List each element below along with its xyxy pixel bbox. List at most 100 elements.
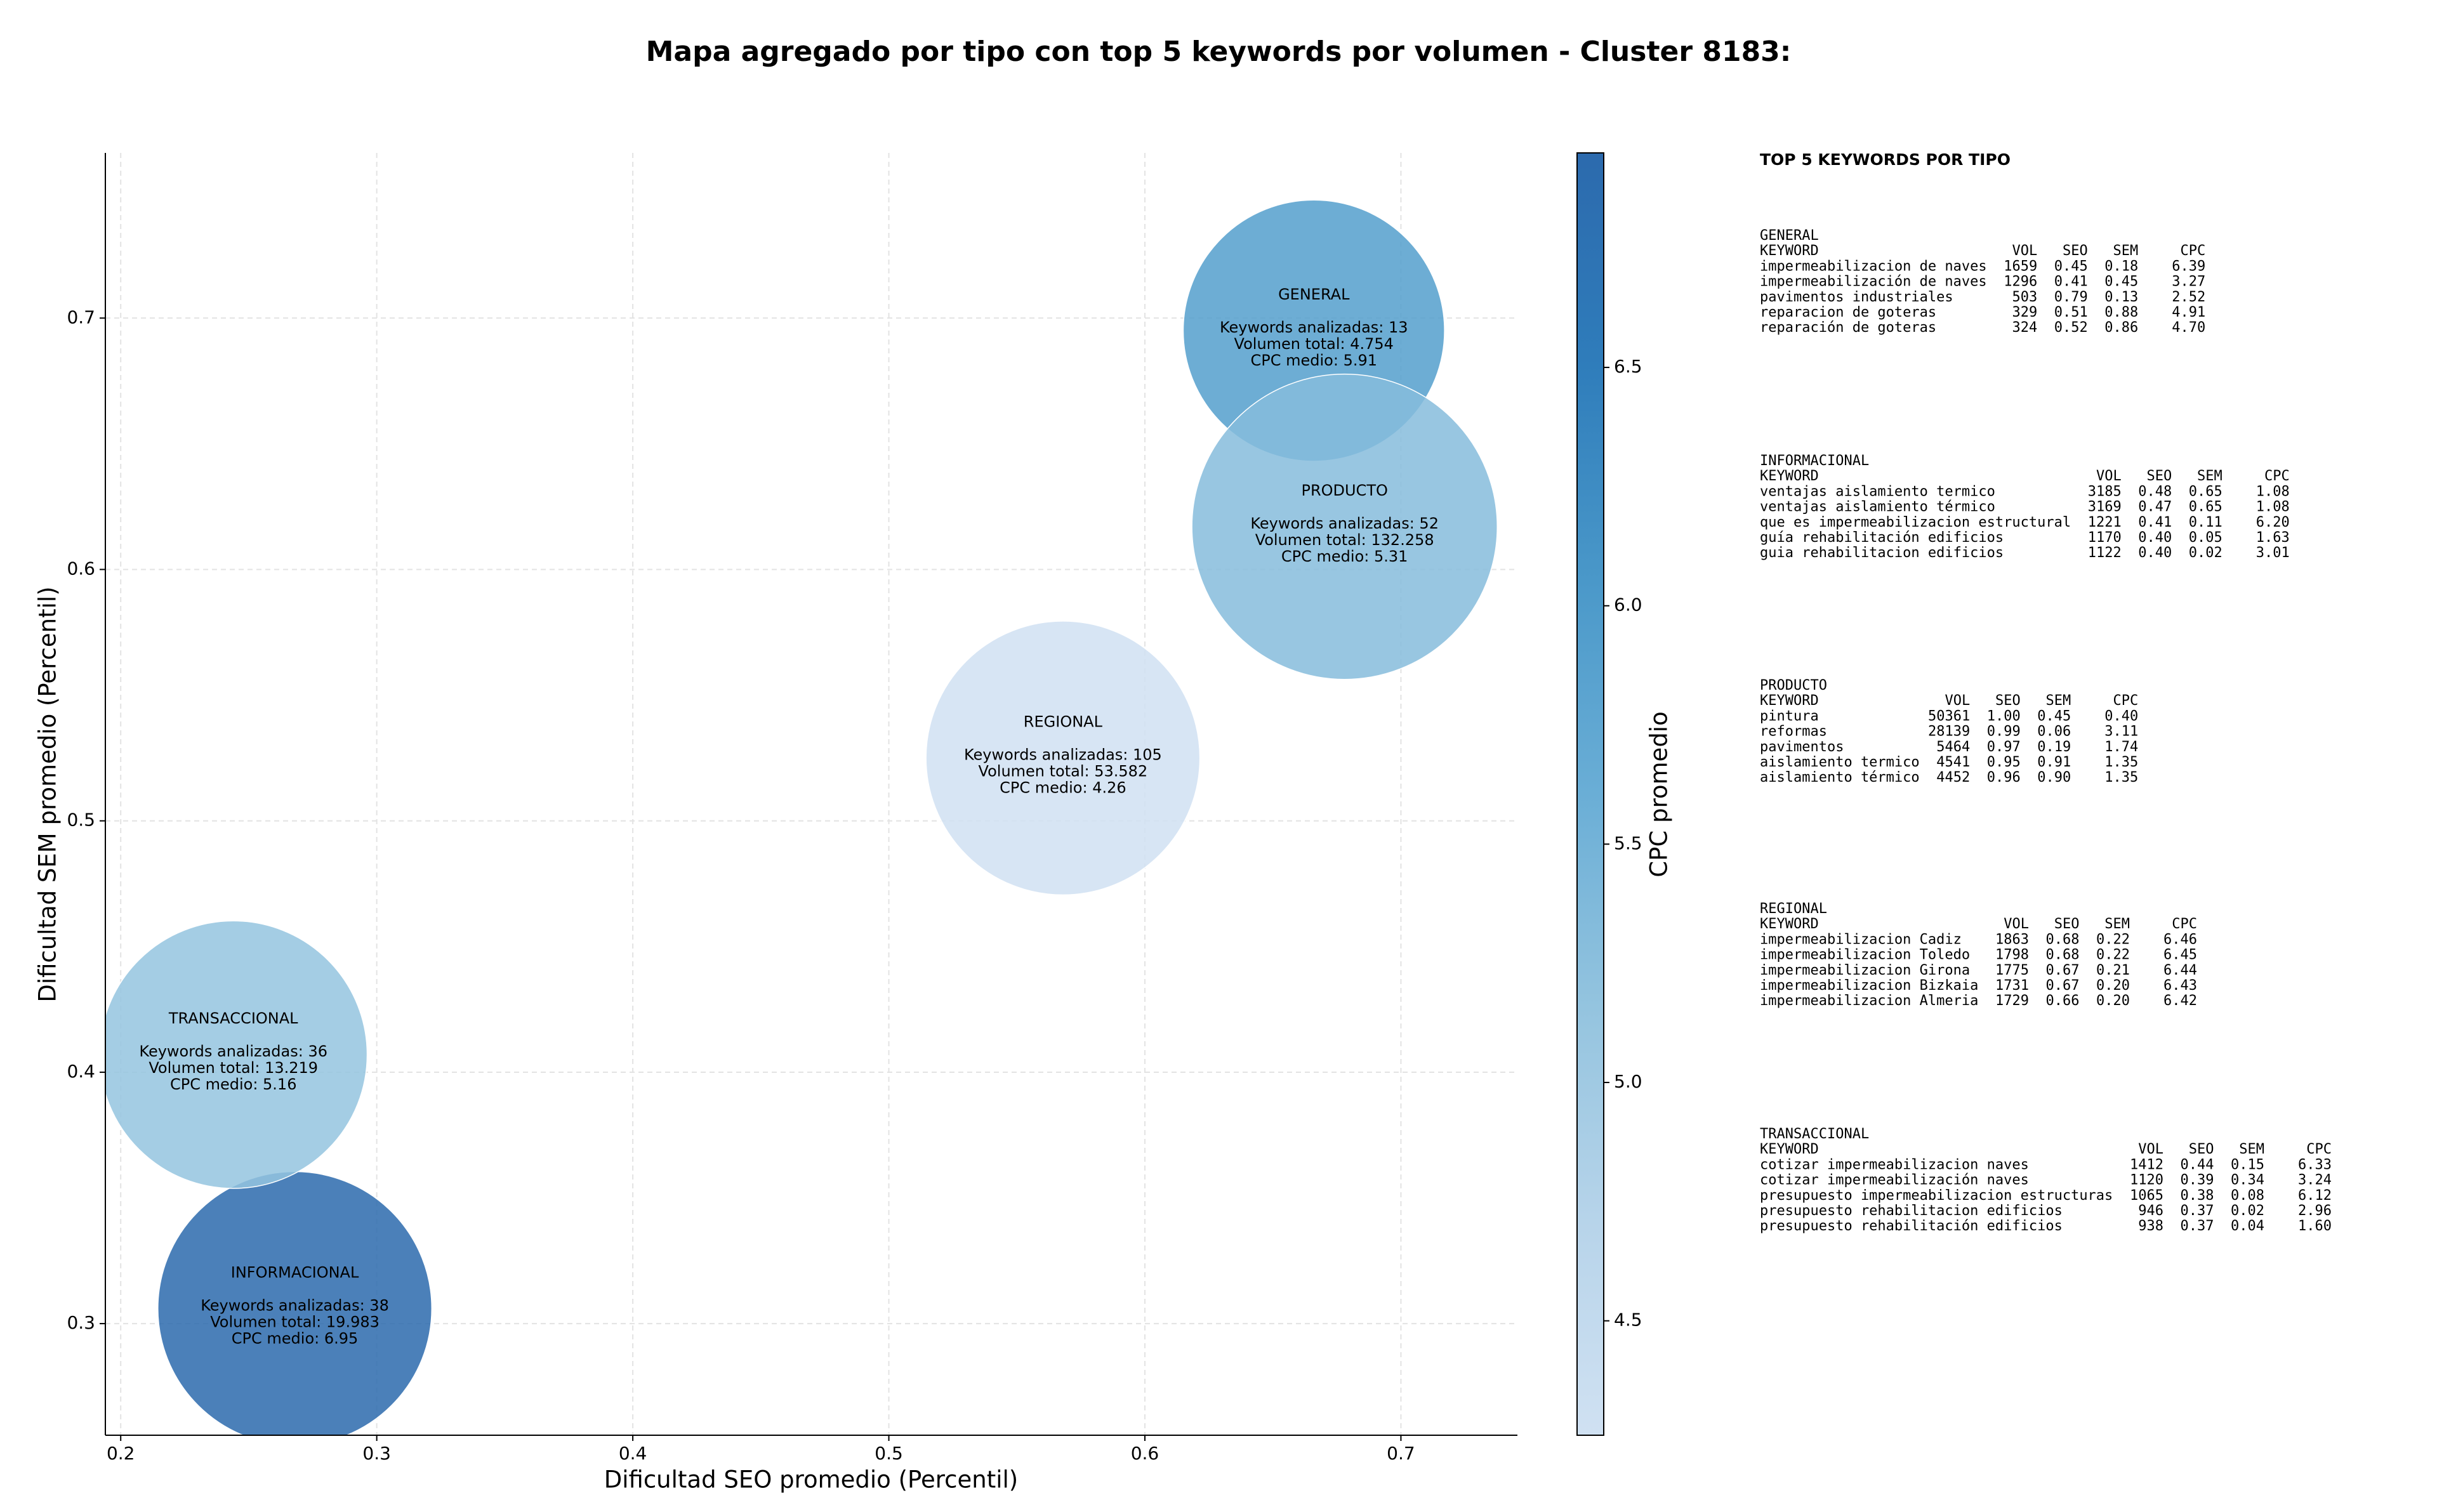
panel-title: TOP 5 KEYWORDS POR TIPO (1760, 150, 2011, 169)
keyword-metric: 0.41 (2138, 515, 2172, 530)
column-header: SEO (2189, 1141, 2214, 1157)
keyword-metric: 1412 (2130, 1157, 2163, 1173)
keyword-metric: 0.18 (2104, 258, 2138, 274)
bubble-annotation: Keywords analizadas: 36 (139, 1042, 327, 1060)
x-tick-label: 0.4 (619, 1443, 647, 1464)
bubble (105, 920, 368, 1189)
keyword: ventajas aislamiento térmico (1760, 499, 1995, 515)
keyword: impermeabilizacion Cadiz (1760, 931, 1962, 947)
column-header: KEYWORD (1760, 916, 1819, 932)
keyword: impermeabilizacion Almeria (1760, 993, 1978, 1009)
y-tick-label: 0.4 (67, 1061, 95, 1082)
bubble-label: REGIONAL (1024, 713, 1103, 731)
bubble-annotation: Volumen total: 13.219 (149, 1059, 318, 1077)
keyword-metric: 0.86 (2104, 320, 2138, 336)
keyword: pintura (1760, 708, 1819, 724)
keyword-metric: 0.06 (2037, 724, 2071, 740)
keyword-metric: 0.20 (2096, 978, 2130, 994)
keyword-metric: 0.37 (2181, 1203, 2214, 1219)
keyword-metric: 324 (2012, 320, 2038, 336)
keyword-metric: 0.66 (2046, 993, 2080, 1009)
bubble-annotation: Volumen total: 4.754 (1234, 335, 1394, 353)
chart-title: Mapa agregado por tipo con top 5 keyword… (646, 36, 1792, 68)
keyword-metric: 3.11 (2104, 724, 2138, 740)
keyword-metric: 28139 (1928, 724, 1970, 740)
column-header: SEO (2054, 916, 2080, 932)
column-header: SEM (2197, 468, 2222, 484)
keyword: cotizar impermeabilización naves (1760, 1173, 2029, 1188)
keyword-metric: 3.27 (2172, 274, 2205, 290)
colorbar-label: CPC promedio (1646, 711, 1673, 877)
column-header: KEYWORD (1760, 468, 1819, 484)
colorbar (1576, 152, 1604, 1436)
keyword-metric: 0.08 (2231, 1188, 2264, 1204)
keyword-metric: 0.40 (2138, 545, 2172, 561)
keyword-metric: 1296 (2004, 274, 2037, 290)
column-header: VOL (2096, 468, 2122, 484)
colorbar-tick-label: 5.0 (1614, 1071, 1642, 1092)
keyword-metric: 1065 (2130, 1188, 2163, 1204)
keyword-metric: 0.67 (2046, 963, 2080, 978)
column-header: CPC (2181, 243, 2206, 259)
keyword-metric: 0.13 (2104, 289, 2138, 305)
bubble-annotation: CPC medio: 5.91 (1251, 352, 1378, 369)
keyword-metric: 0.65 (2189, 499, 2222, 515)
column-header: KEYWORD (1760, 1141, 1819, 1157)
keyword-metric: 1775 (1995, 963, 2029, 978)
keyword-metric: 6.46 (2163, 931, 2197, 947)
keyword: cotizar impermeabilizacion naves (1760, 1157, 2029, 1173)
keyword: presupuesto impermeabilizacion estructur… (1760, 1188, 2113, 1204)
keyword-metric: 0.95 (1987, 754, 2021, 770)
bubble-annotation: CPC medio: 6.95 (232, 1329, 359, 1347)
keyword-metric: 0.38 (2181, 1188, 2214, 1204)
keyword-metric: 0.15 (2231, 1157, 2264, 1173)
keyword-metric: 6.42 (2163, 993, 2197, 1009)
group-name: REGIONAL (1760, 901, 1827, 917)
x-tick-label: 0.2 (107, 1443, 135, 1464)
column-header: CPC (2113, 693, 2139, 709)
keyword: impermeabilizacion Girona (1760, 963, 1970, 978)
keyword-metric: 0.02 (2189, 545, 2222, 561)
bubble (1191, 373, 1498, 680)
keyword-metric: 1659 (2004, 258, 2037, 274)
keyword-metric: 1731 (1995, 978, 2029, 994)
bubble-annotation: Keywords analizadas: 13 (1220, 319, 1408, 336)
column-header: CPC (2172, 916, 2197, 932)
x-tick-label: 0.5 (875, 1443, 903, 1464)
bubble (925, 621, 1201, 896)
bubble-annotation: Volumen total: 53.582 (979, 763, 1148, 780)
keyword-metric: 0.19 (2037, 739, 2071, 755)
keyword-metric: 0.02 (2231, 1203, 2264, 1219)
colorbar-tick-label: 5.5 (1614, 832, 1642, 853)
keyword-metric: 4.70 (2172, 320, 2205, 336)
keyword-metric: 0.22 (2096, 931, 2130, 947)
bubble-annotation: CPC medio: 5.31 (1281, 548, 1408, 565)
keyword-metric: 0.47 (2138, 499, 2172, 515)
column-header: SEM (2113, 243, 2139, 259)
keyword-metric: 0.67 (2046, 978, 2080, 994)
keyword-metric: 2.96 (2298, 1203, 2332, 1219)
keyword-metric: 0.21 (2096, 963, 2130, 978)
keyword-metric: 3.01 (2256, 545, 2290, 561)
keyword-metric: 0.45 (2037, 708, 2071, 724)
keyword-metric: 1.74 (2104, 739, 2138, 755)
keyword-metric: 0.99 (1987, 724, 2021, 740)
keyword: guia rehabilitacion edificios (1760, 545, 2004, 561)
keyword-metric: 6.20 (2256, 515, 2290, 530)
keyword-metric: 0.11 (2189, 515, 2222, 530)
keyword-metric: 0.37 (2181, 1218, 2214, 1234)
keyword-metric: 6.33 (2298, 1157, 2332, 1173)
keyword-metric: 3185 (2088, 483, 2122, 499)
bubble-annotation: Keywords analizadas: 38 (201, 1296, 389, 1314)
colorbar-tick-label: 4.5 (1614, 1310, 1642, 1331)
column-header: KEYWORD (1760, 243, 1819, 259)
colorbar-tick-label: 6.5 (1614, 356, 1642, 377)
column-header: KEYWORD (1760, 693, 1819, 709)
keyword-metric: 6.43 (2163, 978, 2197, 994)
column-header: SEO (1995, 693, 2021, 709)
x-tick-label: 0.6 (1131, 1443, 1159, 1464)
keyword-metric: 0.04 (2231, 1218, 2264, 1234)
keyword-metric: 1170 (2088, 530, 2122, 546)
column-header: SEM (2046, 693, 2071, 709)
